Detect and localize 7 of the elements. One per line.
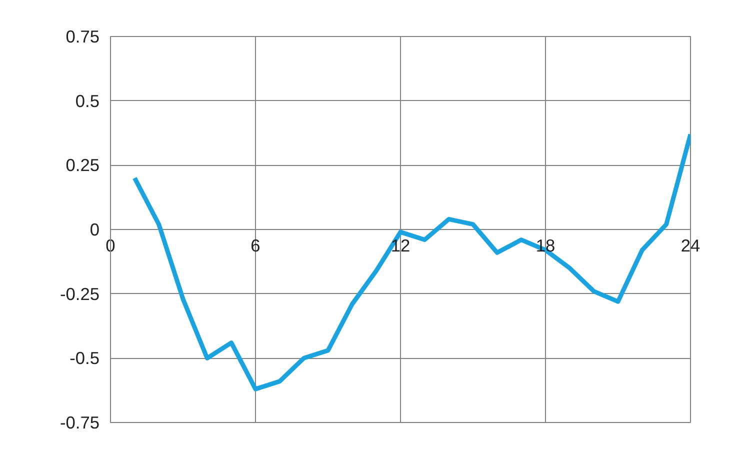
y-tick-label: 0.5 <box>75 90 100 111</box>
y-tick-label: -0.5 <box>70 348 100 368</box>
y-tick-label: 0.25 <box>66 155 100 176</box>
y-tick-label: 0 <box>90 220 100 240</box>
y-tick-label: 0.75 <box>66 26 100 46</box>
y-tick-label: -0.75 <box>60 412 100 432</box>
y-tick-label: -0.25 <box>60 284 100 304</box>
